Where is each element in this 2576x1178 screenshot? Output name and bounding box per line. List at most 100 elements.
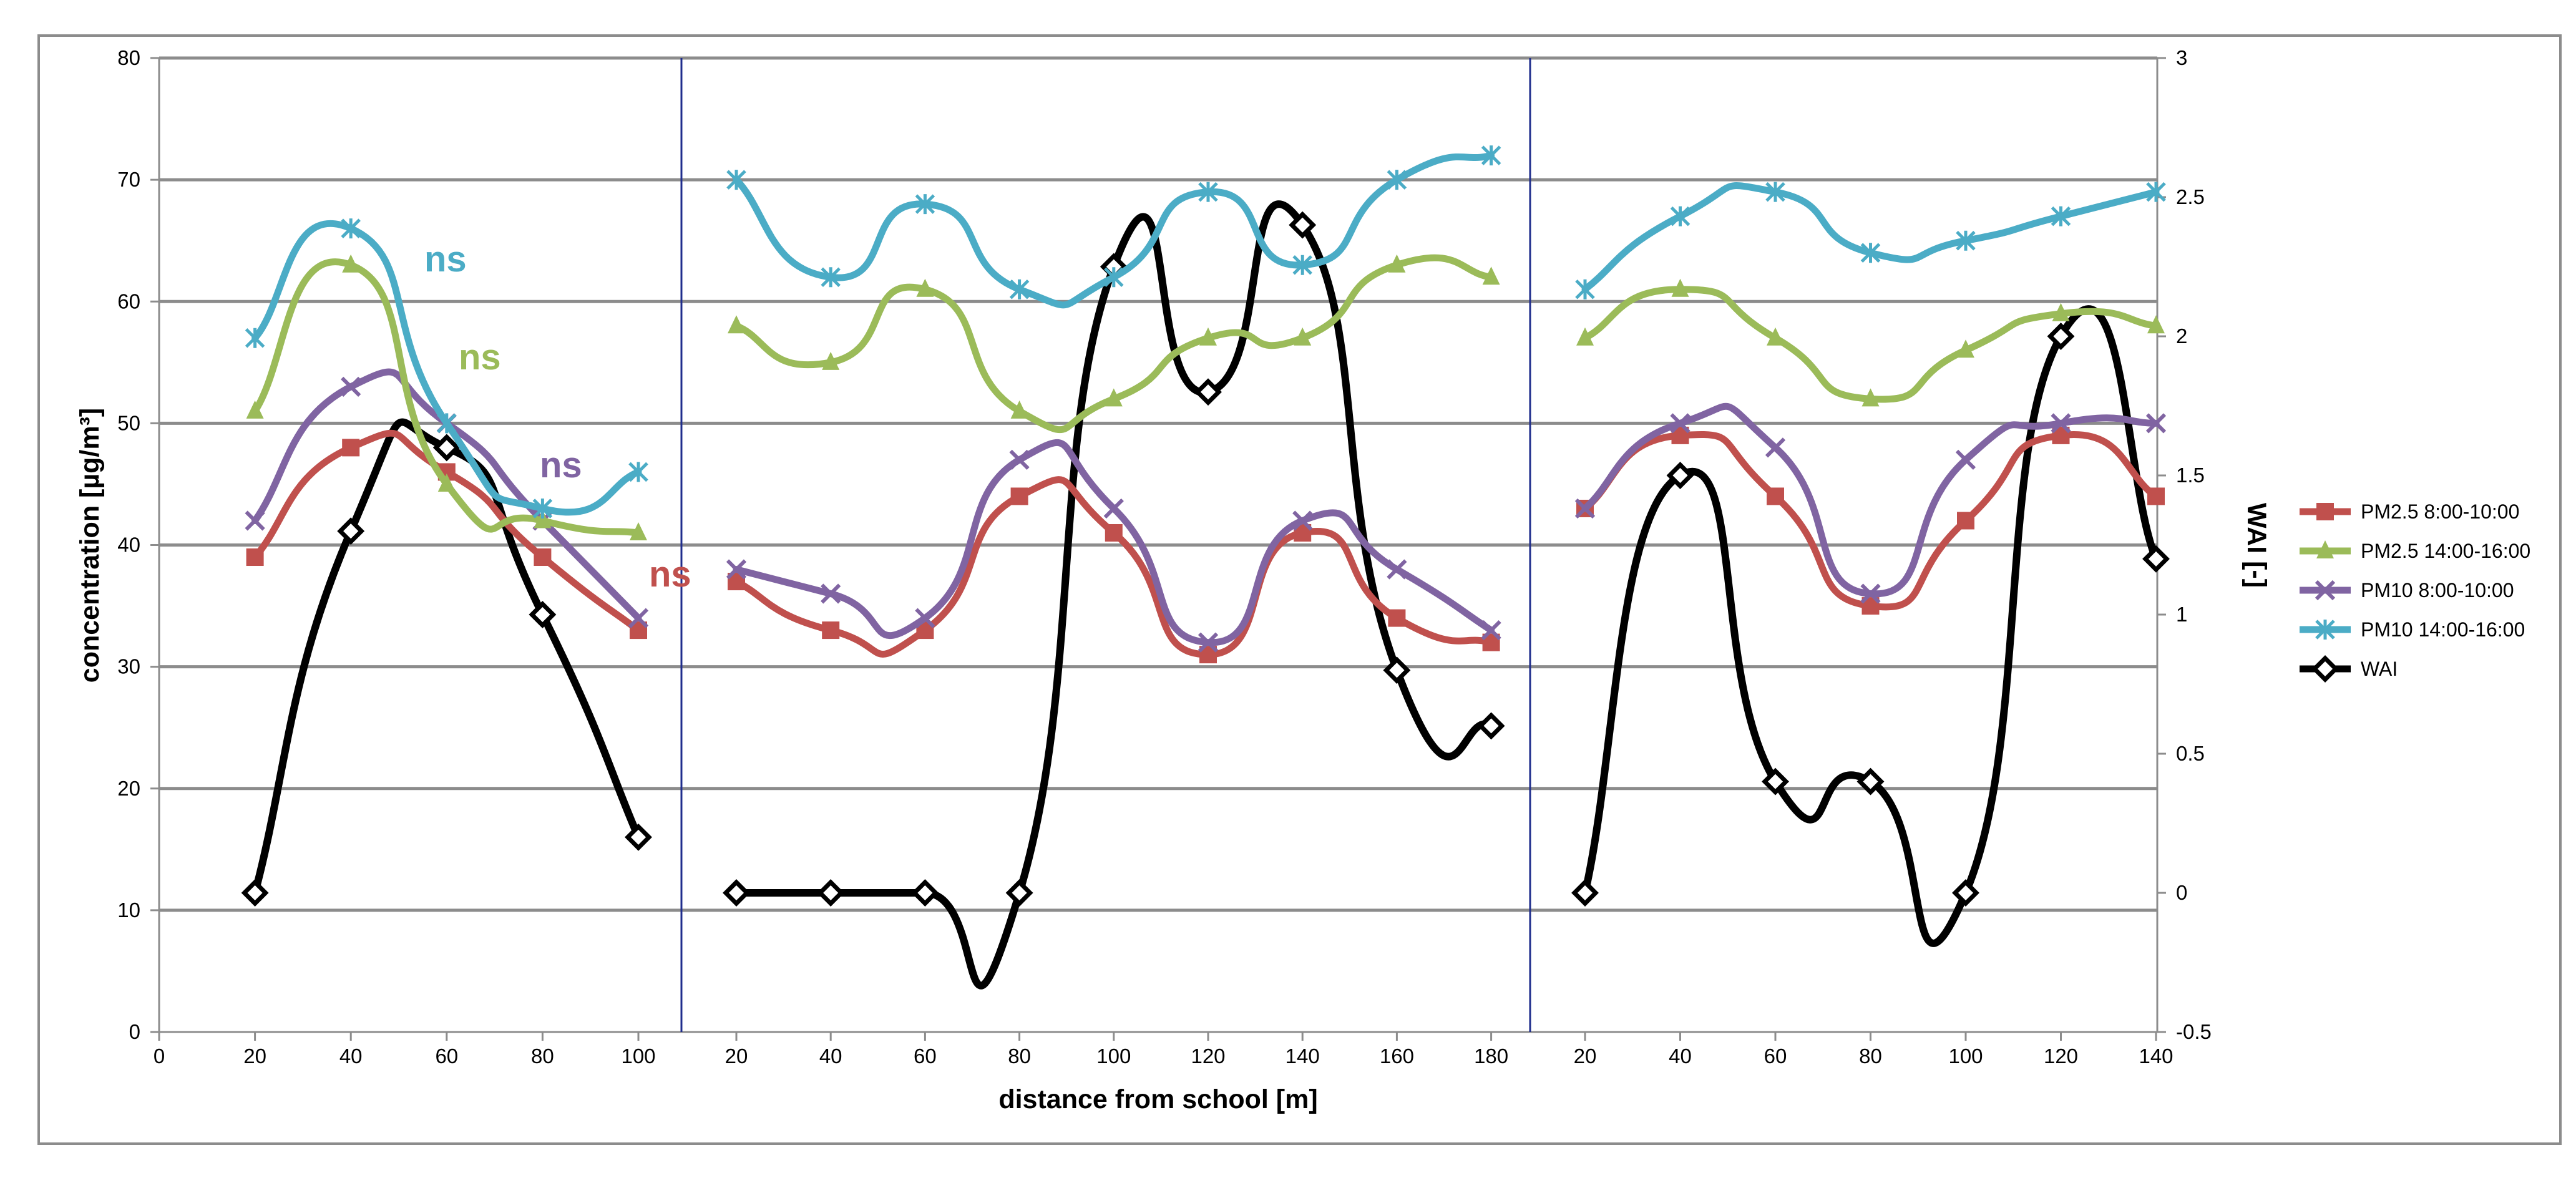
marker-triangle: [1671, 278, 1689, 297]
grid-layer: [159, 56, 2157, 912]
legend-label: PM10 8:00-10:00: [2361, 579, 2514, 601]
marker-triangle: [1482, 266, 1500, 285]
marker-x: [1103, 498, 1124, 519]
x-tick-label: 140: [2139, 1044, 2173, 1068]
marker-diamond: [1762, 767, 1789, 796]
x-tick-label: 60: [1764, 1044, 1787, 1068]
marker-star: [1575, 279, 1595, 299]
marker-square: [1388, 609, 1406, 627]
legend-label: PM2.5 8:00-10:00: [2361, 500, 2519, 523]
chart-frame: [37, 34, 2562, 1145]
marker-star: [2051, 206, 2071, 226]
marker-x: [628, 608, 649, 628]
marker-x: [245, 510, 265, 531]
marker-diamond: [337, 517, 365, 545]
marker-triangle: [1957, 339, 1974, 358]
y-tick-label: 80: [117, 46, 140, 69]
marker-triangle: [1105, 388, 1123, 407]
x-tick-label: 80: [531, 1044, 554, 1068]
legend-item: PM2.5 14:00-16:00: [2300, 540, 2530, 562]
marker-triangle: [1010, 400, 1028, 419]
marker-triangle: [437, 473, 456, 492]
y-tick-label: 60: [117, 290, 140, 313]
marker-triangle: [2316, 540, 2334, 558]
marker-triangle: [1294, 327, 1312, 346]
y-tick-label: 40: [117, 533, 140, 557]
marker-x: [1009, 449, 1030, 470]
marker-diamond: [2311, 655, 2339, 683]
marker-square: [1010, 487, 1028, 505]
marker-star: [1956, 230, 1976, 251]
y2-tick-label: 3: [2176, 46, 2187, 69]
legend-label: PM10 14:00-16:00: [2361, 618, 2525, 641]
marker-diamond: [1571, 879, 1599, 907]
marker-diamond: [1289, 211, 1317, 239]
marker-x: [2145, 413, 2167, 434]
marker-triangle: [2052, 303, 2070, 321]
marker-star: [437, 413, 457, 434]
series-wai: [723, 200, 1505, 990]
marker-triangle: [246, 400, 264, 419]
marker-diamond: [1856, 767, 1885, 796]
marker-diamond: [241, 879, 269, 907]
marker-x: [1860, 583, 1881, 604]
series-pm10-8-00-10-00: [1574, 402, 2167, 604]
marker-star: [1670, 206, 1690, 226]
marker-diamond: [529, 601, 557, 628]
x-axis-title: distance from school [m]: [998, 1084, 1317, 1114]
series-pm2-5-14-00-16-00: [246, 254, 647, 540]
y-tick-label: 50: [117, 411, 140, 434]
marker-x: [821, 583, 841, 604]
x-tick-label: 100: [1948, 1044, 1983, 1068]
series-pm2-5-14-00-16-00: [1576, 278, 2165, 407]
marker-star: [1198, 182, 1218, 202]
marker-x: [726, 559, 747, 580]
marker-square: [822, 621, 840, 640]
marker-triangle: [1767, 327, 1784, 346]
marker-triangle: [822, 351, 840, 370]
marker-star: [1387, 170, 1407, 190]
ns-annotation: ns: [424, 239, 467, 280]
marker-x: [1670, 413, 1690, 434]
marker-triangle: [1861, 388, 1880, 407]
marker-square: [1767, 487, 1784, 505]
series-line: [1581, 182, 2160, 293]
x-tick-label: 60: [435, 1044, 458, 1068]
marker-diamond: [1383, 656, 1411, 684]
marker-square: [342, 439, 360, 457]
series-pm10-14-00-16-00: [245, 218, 648, 518]
marker-triangle: [630, 522, 647, 540]
y2-tick-label: -0.5: [2176, 1020, 2212, 1043]
marker-x: [915, 608, 935, 628]
marker-diamond: [723, 879, 750, 907]
marker-triangle: [342, 254, 360, 273]
x-tick-label: 60: [914, 1044, 937, 1068]
x-tick-label: 160: [1380, 1044, 1414, 1068]
marker-x: [1387, 559, 1407, 580]
y2-tick-label: 1.5: [2176, 464, 2205, 487]
marker-square: [534, 548, 552, 567]
marker-diamond: [1666, 462, 1694, 489]
y2-tick-label: 1: [2176, 603, 2187, 626]
marker-x: [341, 376, 361, 397]
x-tick-label: 100: [621, 1044, 655, 1068]
marker-star: [821, 267, 841, 288]
marker-triangle: [916, 278, 934, 297]
marker-diamond: [432, 434, 461, 462]
legend-layer: PM2.5 8:00-10:00 PM2.5 14:00-16:00 PM10 8:…: [2300, 500, 2530, 683]
x-tick-label: 80: [1859, 1044, 1882, 1068]
marker-star: [1104, 267, 1124, 288]
marker-star: [532, 498, 553, 518]
series-line: [251, 368, 642, 622]
marker-x: [2315, 580, 2336, 601]
marker-star: [1860, 243, 1881, 263]
series-line: [1581, 286, 2160, 403]
marker-star: [1292, 255, 1312, 275]
series-wai: [1571, 305, 2170, 947]
y-tick-label: 20: [117, 777, 140, 800]
y2-tick-label: 2.5: [2176, 185, 2205, 208]
marker-star: [726, 170, 746, 190]
marker-square: [2316, 503, 2334, 520]
marker-x: [1955, 449, 1976, 470]
